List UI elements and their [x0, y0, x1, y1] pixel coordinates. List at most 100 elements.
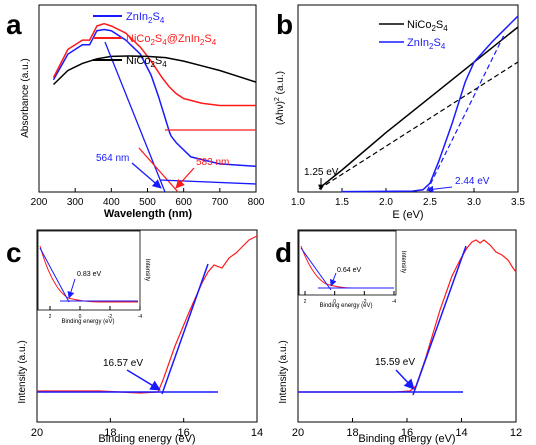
inset-x-label-d: Binding energy (eV) — [319, 303, 372, 309]
x-tick-label-b-3: 2.5 — [423, 197, 437, 208]
inset-fit-slope-d — [300, 247, 332, 291]
x-axis-label-c: Binding energy (eV) — [98, 433, 195, 445]
ups-curve-d — [298, 239, 517, 393]
arrow-564-a — [131, 162, 162, 189]
inset-frame-c — [37, 230, 141, 311]
inset-d: 0.64 eV 2 0 -2 -4 Binding energy (eV) Inten… — [298, 230, 406, 309]
y-axis-label-b: (Ahν)2 (a.u.) — [274, 71, 286, 125]
axes-frame-c — [36, 229, 258, 423]
x-tick-label-a-3: 500 — [139, 197, 156, 208]
x-ticks-d: 20 18 16 14 12 — [292, 418, 522, 439]
x-tick-label-a-6: 800 — [248, 197, 265, 208]
extrapolation-blue-b — [426, 32, 506, 192]
panel-letter-d: d — [275, 237, 292, 268]
inset-x-label-c: Binding energy (eV) — [61, 319, 114, 325]
inset-frame-d — [298, 230, 397, 296]
x-axis-label-b: E (eV) — [392, 209, 423, 221]
x-tick-label-b-2: 2.0 — [379, 197, 393, 208]
annotation-244ev: 2.44 eV — [455, 176, 490, 187]
x-tick-label-d-inset-1: 0 — [333, 299, 336, 305]
x-axis-label-d: Binding energy (eV) — [358, 433, 455, 445]
inset-arrow-c — [67, 278, 76, 299]
legend-label-a-0: ZnIn2S4 — [126, 11, 165, 25]
x-tick-label-d-4: 12 — [510, 427, 522, 439]
y-axis-label-c: Intensity (a.u.) — [17, 340, 28, 403]
panel-d: d 20 18 16 14 12 Binding energy (eV) Intensi… — [275, 229, 522, 445]
inset-x-ticks-d: 2 0 -2 -4 — [304, 291, 397, 305]
panel-c: c 20 18 16 14 Binding energy (eV) Intensity… — [6, 229, 263, 445]
annotation-564nm: 564 nm — [96, 153, 129, 164]
tangent-red-a — [138, 147, 179, 193]
inset-fit-slope-c — [39, 247, 70, 303]
x-tick-label-d-inset-0: 2 — [304, 299, 307, 305]
arrow-1559-d — [395, 369, 415, 390]
annotation-125ev: 1.25 eV — [304, 167, 339, 178]
arrow-583-a — [175, 167, 195, 189]
extrapolation-black-b — [318, 61, 519, 190]
series-lines-b — [319, 15, 519, 193]
edge-fit-c — [161, 263, 209, 395]
x-tick-label-b-1: 1.5 — [335, 197, 349, 208]
inset-y-label-d: Intensity — [400, 251, 406, 273]
panel-a: a 200 300 400 500 600 700 800 Wavelength (nm) … — [6, 4, 265, 220]
x-ticks-c: 20 18 16 14 — [31, 418, 263, 439]
x-tick-label-d-2: 16 — [401, 427, 413, 439]
x-tick-label-d-inset-3: -4 — [392, 299, 397, 305]
ups-curve-c — [37, 235, 258, 394]
arrow-244-b — [426, 185, 453, 193]
x-tick-label-b-0: 1.0 — [291, 197, 305, 208]
x-tick-label-c-2: 16 — [178, 427, 190, 439]
legend-b: NiCo2S4 ZnIn2S4 — [379, 19, 448, 51]
arrow-1657-c — [126, 369, 161, 391]
y-axis-label-a: Absorbance (a.u.) — [20, 58, 31, 138]
panel-letter-c: c — [6, 237, 22, 268]
x-tick-label-b-4: 3.0 — [467, 197, 481, 208]
x-tick-label-d-1: 18 — [346, 427, 358, 439]
inset-arrow-d — [329, 272, 337, 287]
x-tick-label-c-3: 14 — [251, 427, 263, 439]
x-ticks-a: 200 300 400 500 600 700 800 — [31, 188, 265, 208]
series-lines-a — [52, 22, 257, 168]
x-tick-label-c-inset-0: 2 — [49, 314, 52, 320]
panel-letter-a: a — [6, 9, 22, 40]
x-tick-label-c-inset-2: -2 — [108, 314, 113, 320]
legend-a: ZnIn2S4 NiCo2S4@ZnIn2S4 NiCo2S4 — [93, 11, 217, 69]
x-axis-label-a: Wavelength (nm) — [104, 208, 193, 220]
y-axis-label-d: Intensity (a.u.) — [278, 340, 289, 403]
panel-letter-b: b — [276, 9, 293, 40]
x-tick-label-c-inset-3: -4 — [138, 314, 143, 320]
series-line-a-2 — [52, 55, 257, 86]
series-line-a-1 — [52, 22, 256, 107]
x-tick-label-b-5: 3.5 — [511, 197, 525, 208]
x-tick-label-a-0: 200 — [31, 197, 48, 208]
x-tick-label-d-0: 20 — [292, 427, 304, 439]
legend-label-b-0: NiCo2S4 — [407, 19, 448, 33]
annotation-583nm: 583 nm — [196, 157, 229, 168]
baseline-blue-a — [159, 179, 257, 185]
x-tick-label-c-1: 18 — [104, 427, 116, 439]
inset-annotation-c: 0.83 eV — [77, 271, 101, 278]
annotation-1559ev: 15.59 eV — [375, 357, 415, 368]
inset-x-ticks-c: 2 0 -2 -4 — [49, 306, 143, 320]
annotation-1657ev: 16.57 eV — [103, 358, 143, 369]
series-line-a-0 — [52, 28, 257, 168]
x-tick-label-c-inset-1: 0 — [79, 314, 82, 320]
x-tick-label-a-5: 700 — [211, 197, 228, 208]
inset-c: 0.83 eV 2 0 -2 -4 Binding energy (eV) Inten… — [37, 230, 150, 325]
x-tick-label-c-0: 20 — [31, 427, 43, 439]
inset-y-label-c: Intensity — [144, 259, 150, 281]
inset-annotation-d: 0.64 eV — [337, 267, 361, 274]
legend-label-b-1: ZnIn2S4 — [407, 37, 446, 51]
x-tick-label-d-inset-2: -2 — [362, 299, 367, 305]
x-tick-label-d-3: 14 — [455, 427, 467, 439]
x-tick-label-a-2: 400 — [103, 197, 120, 208]
x-tick-label-a-1: 300 — [67, 197, 84, 208]
edge-fit-d — [412, 245, 467, 396]
x-ticks-b: 1.0 1.5 2.0 2.5 3.0 3.5 — [291, 188, 525, 208]
legend-label-a-1: NiCo2S4@ZnIn2S4 — [126, 33, 217, 47]
x-tick-label-a-4: 600 — [175, 197, 192, 208]
series-line-b-1 — [341, 15, 519, 193]
legend-label-a-2: NiCo2S4 — [126, 55, 167, 69]
panel-b: b 1.0 1.5 2.0 2.5 3.0 3.5 E (eV) (Ahν)2 (a.u.… — [274, 4, 525, 221]
